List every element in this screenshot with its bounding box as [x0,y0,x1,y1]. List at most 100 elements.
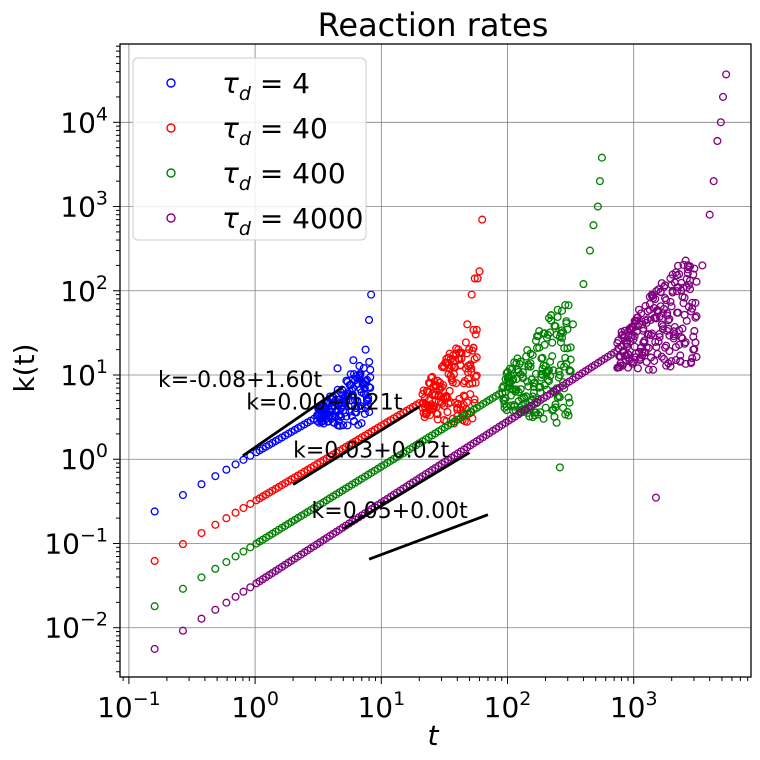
data-point [211,520,220,529]
data-point [475,267,484,276]
data-point [676,351,685,360]
data-point [651,337,660,347]
data-point [528,350,537,360]
data-point [557,333,567,342]
data-point [544,377,554,386]
data-point [525,412,534,421]
data-point [239,503,248,513]
data-point [468,379,477,388]
data-point [339,421,348,430]
data-point [665,314,674,324]
data-point [716,118,725,127]
data-point [461,338,470,347]
data-point [335,421,344,430]
data-point [553,312,562,322]
data-point [563,408,572,417]
data-point [683,269,692,278]
data-point [681,338,690,347]
data-point [346,370,355,379]
data-point [222,465,231,474]
data-point [452,379,461,388]
fit-label-2: k=0.00+0.21t [246,390,403,415]
data-point [565,398,574,407]
data-point [681,256,690,265]
data-point [692,312,701,321]
data-point [564,301,573,310]
data-point [556,338,565,347]
data-point [514,367,523,376]
data-point [540,340,549,349]
data-point [508,376,517,385]
data-point [722,70,731,79]
data-point [543,367,552,376]
data-point [672,287,682,296]
data-point [516,357,525,366]
data-point [538,353,547,362]
data-point [502,402,511,411]
y-tick-label: 102 [60,272,108,308]
legend-label: τd = 40 [222,112,328,150]
fit-label-4: k=0.05+0.00t [312,499,469,524]
data-point [559,403,568,412]
data-point [516,385,525,394]
legend-box [132,57,367,241]
data-point [552,418,561,427]
legend-marker [166,78,176,88]
data-point [566,343,575,352]
data-point [518,368,527,377]
series-1 [150,290,376,516]
data-point [688,298,697,307]
data-point [579,280,588,289]
data-point [684,280,693,289]
data-point [519,394,529,403]
data-point [365,315,374,325]
data-point [654,337,663,346]
fit-label-1: k=-0.08+1.60t [158,368,323,393]
data-point [231,460,240,469]
data-point [471,330,480,339]
data-point [472,371,481,380]
data-point [470,395,479,404]
data-point [467,290,476,299]
fit-lines [242,385,489,561]
data-point [645,305,654,314]
data-point [595,177,604,186]
data-point [657,352,666,361]
chart-title: Reaction rates [318,6,549,44]
data-point [239,455,248,464]
data-point [665,346,674,356]
data-point [667,302,676,311]
data-point [647,329,657,338]
y-axis-ticks: 10−2 10−1 100 101 102 103 104 [44,45,120,673]
data-point [548,338,557,347]
fit-line-3 [342,451,471,530]
data-point [646,331,655,340]
legend-label: τd = 400 [222,157,346,195]
data-point [593,202,602,211]
data-point [666,297,675,306]
x-tick-label: 100 [231,688,279,724]
data-point [178,490,187,500]
data-point [508,365,517,374]
x-tick-label: 101 [357,688,405,724]
data-point [682,316,691,325]
data-point [178,540,187,549]
data-point [555,371,564,380]
data-point [336,412,346,422]
data-point [364,393,373,402]
data-point [674,261,683,270]
data-point [691,338,700,347]
data-point [534,410,543,419]
data-point [448,378,457,387]
data-point [690,264,699,273]
data-point [536,382,545,391]
data-point [658,309,667,318]
data-point [705,210,714,219]
data-point [457,349,466,358]
x-tick-label: 103 [610,688,658,724]
data-point [348,384,357,393]
data-point [662,296,671,305]
data-point [150,556,159,566]
data-point [561,353,570,362]
data-point [541,403,550,412]
